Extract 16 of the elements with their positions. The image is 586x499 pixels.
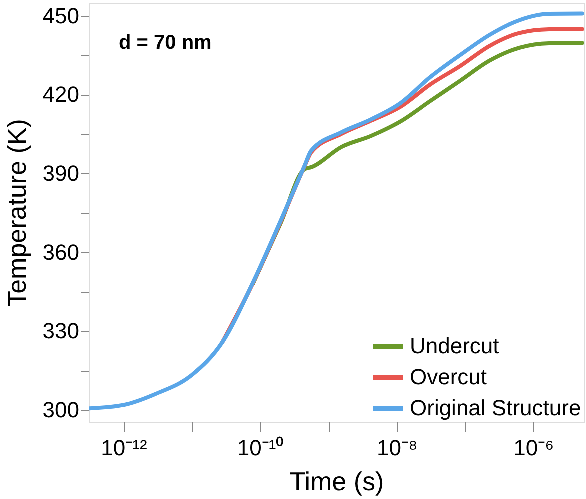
y-tick-label: 390 xyxy=(42,160,80,186)
legend-label: Original Structure xyxy=(410,396,582,420)
x-tick-label: 10⁻⁸ xyxy=(376,436,418,460)
y-tick-label: 300 xyxy=(42,397,80,422)
y-tick-label: 450 xyxy=(42,3,80,28)
x-tick-label: 10⁻¹⁰ xyxy=(237,436,284,460)
legend-label: Undercut xyxy=(410,334,500,358)
y-tick-label: 360 xyxy=(42,240,80,265)
y-tick-label: 420 xyxy=(42,82,80,108)
y-axis-title: Temperature (K) xyxy=(2,119,32,307)
y-tick-label: 330 xyxy=(42,318,80,344)
x-tick-label: 10⁻¹² xyxy=(101,436,148,460)
annotation: d = 70 nm xyxy=(119,32,212,54)
legend-label: Overcut xyxy=(410,364,488,390)
x-axis-title: Time (s) xyxy=(290,466,384,496)
x-tick-label: 10⁻⁶ xyxy=(514,436,554,460)
